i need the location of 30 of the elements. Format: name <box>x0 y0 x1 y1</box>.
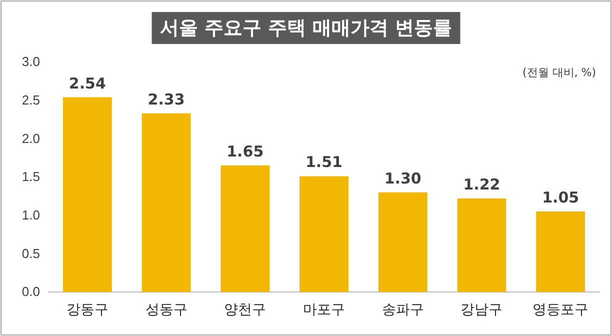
chart-title: 서울 주요구 주택 매매가격 변동률 <box>160 17 452 39</box>
bar <box>220 166 270 292</box>
y-tick-label: 0.0 <box>22 284 40 300</box>
y-tick-label: 2.5 <box>22 92 40 108</box>
x-tick-label: 영등포구 <box>532 300 589 317</box>
data-label: 1.22 <box>463 175 500 194</box>
bar <box>457 198 506 292</box>
bar <box>62 97 112 292</box>
y-tick-label: 1.0 <box>22 207 40 222</box>
bar <box>378 192 428 292</box>
annotation: (전월 대비, %) <box>522 66 596 79</box>
x-tick-label: 강동구 <box>66 300 108 317</box>
x-tick-label: 마포구 <box>303 300 345 317</box>
x-tick-label: 강남구 <box>460 300 503 317</box>
y-tick-label: 1.5 <box>22 169 40 184</box>
bar <box>536 212 586 292</box>
y-tick-label: 0.5 <box>22 246 40 261</box>
x-tick-label: 양천구 <box>224 300 266 317</box>
data-label: 1.51 <box>305 153 343 172</box>
x-tick-label: 성동구 <box>145 300 188 317</box>
data-label: 1.65 <box>226 142 264 160</box>
data-label: 2.33 <box>148 90 185 108</box>
y-tick-label: 3.0 <box>22 54 40 70</box>
y-tick-label: 2.0 <box>22 130 40 146</box>
data-label: 1.05 <box>542 188 580 206</box>
x-tick-label: 송파구 <box>382 300 424 317</box>
bar <box>142 113 191 292</box>
bar <box>300 176 348 292</box>
data-label: 1.30 <box>384 169 422 188</box>
data-label: 2.54 <box>68 74 106 92</box>
